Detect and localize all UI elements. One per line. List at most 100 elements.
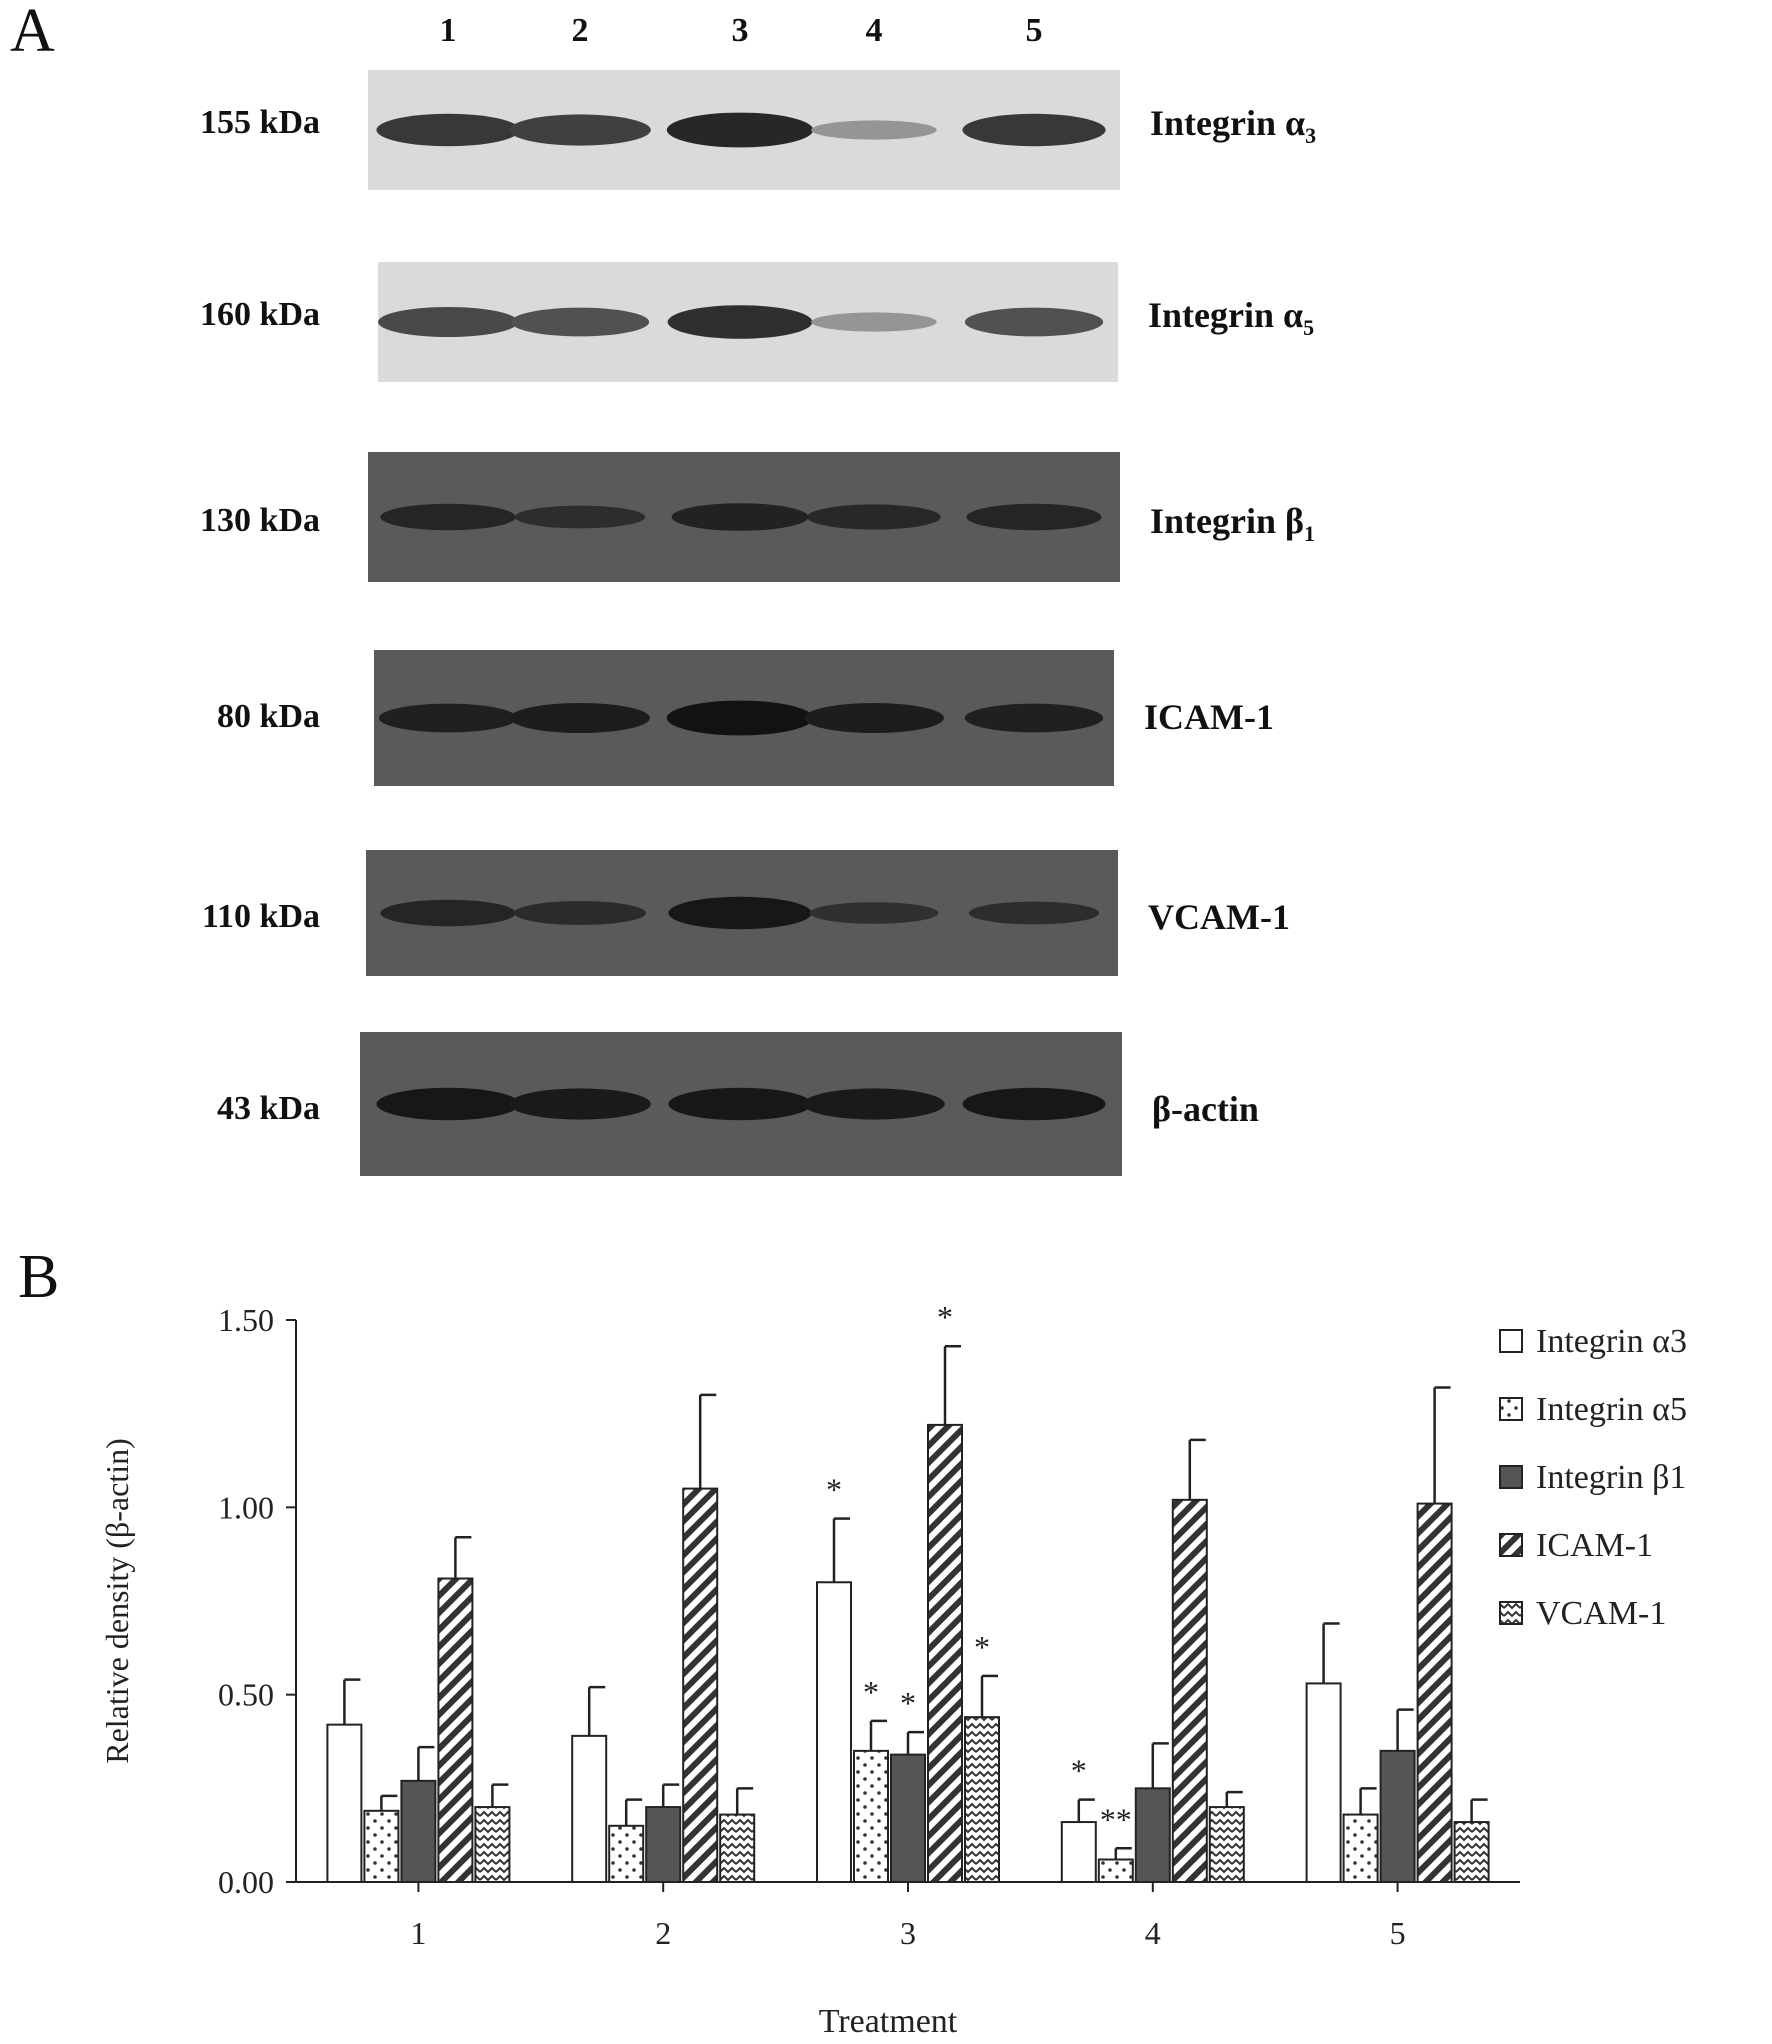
bar-chart: 0.00 0.50 1.00 1.50 Relative density (β-acti… bbox=[99, 1299, 1687, 2040]
significance-star: * bbox=[826, 1472, 842, 1508]
significance-star: ** bbox=[1100, 1801, 1132, 1837]
significance-star: * bbox=[937, 1299, 953, 1335]
blot-band bbox=[962, 113, 1106, 147]
legend-swatch bbox=[1499, 1329, 1523, 1353]
legend-label: Integrin α3 bbox=[1536, 1323, 1687, 1360]
blot-band bbox=[376, 113, 520, 147]
lane-number: 2 bbox=[571, 12, 589, 49]
blot-image bbox=[378, 262, 1118, 382]
legend-swatch bbox=[1499, 1533, 1523, 1557]
lane-number: 5 bbox=[1025, 12, 1043, 49]
legend-swatch bbox=[1499, 1397, 1523, 1421]
bar bbox=[927, 1423, 963, 1883]
blot-image bbox=[368, 452, 1120, 582]
bar bbox=[645, 1806, 682, 1883]
legend-label: VCAM-1 bbox=[1536, 1595, 1666, 1632]
x-tick-label: 2 bbox=[655, 1915, 671, 1951]
blot-band bbox=[809, 902, 939, 924]
molecular-weight-label: 80 kDa bbox=[217, 698, 320, 735]
protein-subscript: 1 bbox=[1303, 521, 1315, 547]
blot-band bbox=[378, 307, 518, 337]
protein-name: Integrin α bbox=[1150, 103, 1306, 143]
molecular-weight-label: 130 kDa bbox=[200, 502, 320, 539]
bar bbox=[1342, 1813, 1379, 1883]
blot-band bbox=[510, 703, 650, 733]
bar bbox=[363, 1809, 400, 1884]
protein-name: VCAM-1 bbox=[1148, 897, 1290, 937]
y-tick-label: 0.00 bbox=[218, 1864, 274, 1900]
bar bbox=[682, 1487, 719, 1883]
blot-band bbox=[380, 899, 516, 927]
panel-b-letter: B bbox=[18, 1243, 60, 1311]
blot-band bbox=[668, 896, 812, 930]
bar bbox=[1379, 1749, 1416, 1883]
bar bbox=[400, 1779, 437, 1884]
x-tick-label: 5 bbox=[1390, 1915, 1406, 1951]
protein-name: Integrin β bbox=[1150, 501, 1304, 541]
blot-band bbox=[964, 307, 1104, 337]
blot-image bbox=[368, 70, 1120, 190]
bar bbox=[890, 1753, 926, 1884]
bar bbox=[1453, 1821, 1490, 1884]
blot-band bbox=[964, 703, 1104, 733]
protein-label: VCAM-1 bbox=[1148, 896, 1290, 938]
blot-band bbox=[968, 901, 1100, 925]
protein-subscript: 5 bbox=[1303, 315, 1315, 341]
y-tick-label: 0.50 bbox=[218, 1677, 274, 1713]
protein-label: ICAM-1 bbox=[1144, 696, 1274, 738]
legend-swatch bbox=[1499, 1601, 1523, 1625]
protein-label: Integrin β1 bbox=[1150, 500, 1315, 547]
blot-band bbox=[966, 503, 1102, 531]
significance-star: * bbox=[900, 1685, 916, 1721]
lane-number: 3 bbox=[731, 12, 749, 49]
significance-star: * bbox=[1071, 1753, 1087, 1789]
protein-label: β-actin bbox=[1152, 1088, 1259, 1130]
blot-image bbox=[366, 850, 1118, 976]
x-tick-label: 4 bbox=[1145, 1915, 1161, 1951]
blot-image bbox=[374, 650, 1114, 786]
protein-label: Integrin α3 bbox=[1150, 102, 1316, 149]
blot-band bbox=[378, 703, 518, 733]
blot-band bbox=[380, 503, 516, 531]
x-tick-label: 3 bbox=[900, 1915, 916, 1951]
legend-label: Integrin β1 bbox=[1536, 1459, 1686, 1496]
blot-band bbox=[509, 114, 651, 146]
blot-band bbox=[376, 1087, 520, 1121]
molecular-weight-label: 43 kDa bbox=[217, 1090, 320, 1127]
legend-swatch bbox=[1499, 1465, 1523, 1489]
bar bbox=[474, 1806, 511, 1883]
legend-label: Integrin α5 bbox=[1536, 1391, 1687, 1428]
blot-band bbox=[666, 112, 814, 148]
bar bbox=[719, 1813, 756, 1883]
molecular-weight-label: 110 kDa bbox=[201, 898, 320, 935]
molecular-weight-label: 155 kDa bbox=[200, 104, 320, 141]
lane-number: 1 bbox=[439, 12, 457, 49]
bar bbox=[1134, 1787, 1171, 1883]
lane-number: 4 bbox=[865, 12, 883, 49]
blot-band bbox=[514, 505, 646, 529]
x-tick-label: 1 bbox=[410, 1915, 426, 1951]
bar bbox=[1208, 1806, 1245, 1883]
bar bbox=[571, 1734, 608, 1883]
x-axis-label: Treatment bbox=[819, 2003, 958, 2040]
bar bbox=[964, 1716, 1000, 1883]
blot-band bbox=[811, 120, 937, 140]
panel-a-letter: A bbox=[10, 0, 55, 65]
blot-band bbox=[667, 305, 813, 339]
legend-label: ICAM-1 bbox=[1536, 1527, 1653, 1564]
bar bbox=[1416, 1502, 1453, 1883]
bar bbox=[437, 1577, 474, 1883]
bar bbox=[853, 1749, 889, 1883]
protein-name: ICAM-1 bbox=[1144, 697, 1274, 737]
bar bbox=[1097, 1858, 1134, 1884]
bar bbox=[816, 1581, 852, 1883]
blot-band bbox=[807, 504, 941, 530]
bar bbox=[608, 1824, 645, 1883]
protein-name: β-actin bbox=[1152, 1089, 1259, 1129]
bar bbox=[1060, 1821, 1097, 1884]
bar bbox=[1305, 1682, 1342, 1883]
significance-star: * bbox=[974, 1629, 990, 1665]
blot-band bbox=[510, 307, 650, 337]
protein-label: Integrin α5 bbox=[1148, 294, 1314, 341]
y-axis-label: Relative density (β-actin) bbox=[99, 1438, 135, 1764]
